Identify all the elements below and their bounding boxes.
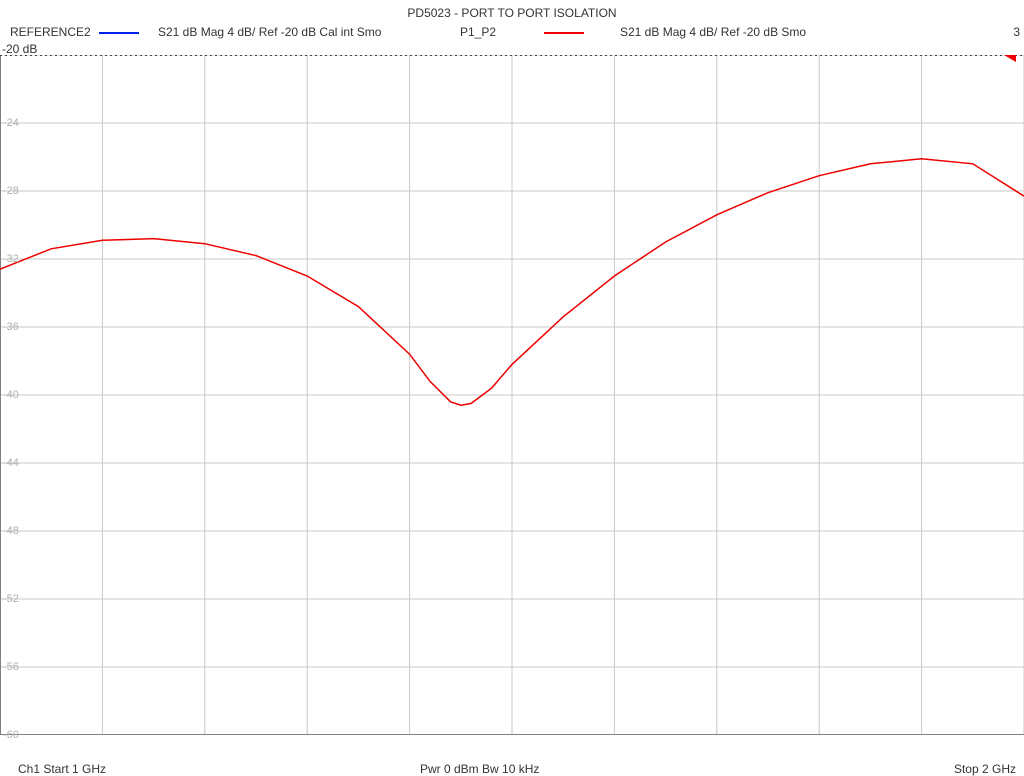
y-tick-label: -36	[3, 321, 19, 333]
footer-right: Stop 2 GHz	[954, 762, 1016, 776]
ref-level-label: -20 dB	[2, 42, 37, 56]
legend-line2	[544, 32, 584, 34]
legend-trace1-name: REFERENCE2	[10, 25, 91, 39]
y-tick-label: -60	[3, 729, 19, 741]
y-tick-label: -56	[3, 661, 19, 673]
y-tick-label: -32	[3, 253, 19, 265]
corner-number: 3	[1013, 25, 1020, 39]
chart-title: PD5023 - PORT TO PORT ISOLATION	[0, 6, 1024, 20]
legend-trace2-desc: S21 dB Mag 4 dB/ Ref -20 dB Smo	[620, 25, 806, 39]
chart-svg	[0, 55, 1024, 735]
y-tick-label: -44	[3, 457, 19, 469]
legend-trace2-name: P1_P2	[460, 25, 496, 39]
legend: REFERENCE2 S21 dB Mag 4 dB/ Ref -20 dB C…	[0, 25, 1024, 43]
y-tick-label: -24	[3, 117, 19, 129]
y-tick-label: -48	[3, 525, 19, 537]
legend-trace1-desc: S21 dB Mag 4 dB/ Ref -20 dB Cal int Smo	[158, 25, 381, 39]
footer-left: Ch1 Start 1 GHz	[18, 762, 106, 776]
y-tick-label: -28	[3, 185, 19, 197]
legend-line1	[99, 32, 139, 34]
y-tick-label: -40	[3, 389, 19, 401]
y-tick-label: -52	[3, 593, 19, 605]
footer-center: Pwr 0 dBm Bw 10 kHz	[420, 762, 539, 776]
chart-plot: -24-28-32-36-40-44-48-52-56-60	[0, 55, 1024, 735]
